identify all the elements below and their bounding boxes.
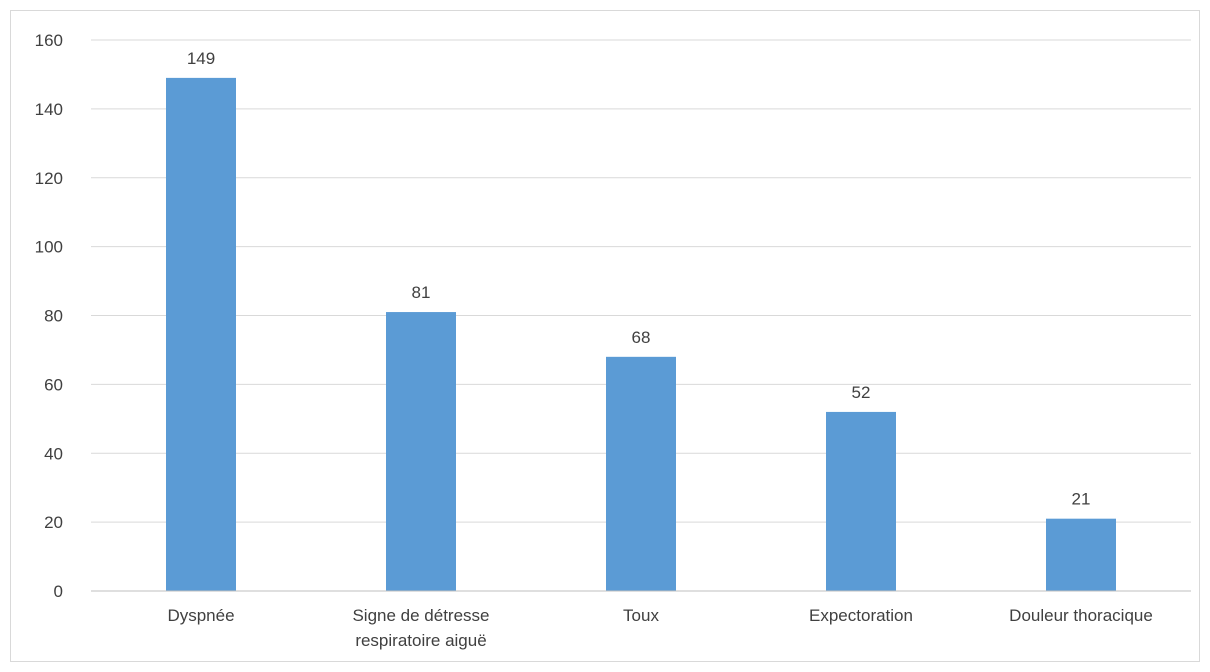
bar-chart: 0 20 40 60 80 100 120 140 160 149 81 68 52 21 Dyspné… bbox=[35, 31, 1191, 650]
category-label: Douleur thoracique bbox=[1009, 606, 1153, 625]
bar bbox=[606, 356, 676, 591]
y-axis-tick-labels: 0 20 40 60 80 100 120 140 160 bbox=[35, 31, 63, 601]
y-tick-label: 60 bbox=[44, 375, 63, 394]
y-tick-label: 160 bbox=[35, 31, 63, 50]
data-label: 21 bbox=[1072, 490, 1091, 509]
data-label: 81 bbox=[412, 283, 431, 302]
category-label-line: Expectoration bbox=[809, 606, 913, 625]
category-label: Toux bbox=[623, 606, 659, 625]
bar bbox=[386, 312, 456, 591]
chart-frame: 0 20 40 60 80 100 120 140 160 149 81 68 52 21 Dyspné… bbox=[10, 10, 1200, 662]
y-tick-label: 20 bbox=[44, 513, 63, 532]
y-tick-label: 120 bbox=[35, 169, 63, 188]
category-label-line: Signe de détresse bbox=[352, 606, 489, 625]
category-label-line: Douleur thoracique bbox=[1009, 606, 1153, 625]
y-tick-label: 0 bbox=[54, 582, 63, 601]
x-axis-category-labels: Dyspnée Signe de détresse respiratoire aig… bbox=[167, 606, 1152, 650]
category-label: Expectoration bbox=[809, 606, 913, 625]
category-label: Dyspnée bbox=[167, 606, 234, 625]
y-tick-label: 80 bbox=[44, 307, 63, 326]
y-tick-label: 100 bbox=[35, 238, 63, 257]
category-label-line: Toux bbox=[623, 606, 659, 625]
y-tick-label: 40 bbox=[44, 444, 63, 463]
bar bbox=[166, 77, 236, 592]
data-label: 68 bbox=[632, 328, 651, 347]
category-label-line: Dyspnée bbox=[167, 606, 234, 625]
data-label: 149 bbox=[187, 49, 215, 68]
bar bbox=[1046, 518, 1116, 591]
y-tick-label: 140 bbox=[35, 100, 63, 119]
category-label: Signe de détresse respiratoire aiguë bbox=[352, 606, 489, 650]
category-label-line: respiratoire aiguë bbox=[355, 631, 486, 650]
data-labels: 149 81 68 52 21 bbox=[187, 49, 1091, 509]
bars bbox=[166, 77, 1116, 592]
data-label: 52 bbox=[852, 383, 871, 402]
bar bbox=[826, 411, 896, 591]
